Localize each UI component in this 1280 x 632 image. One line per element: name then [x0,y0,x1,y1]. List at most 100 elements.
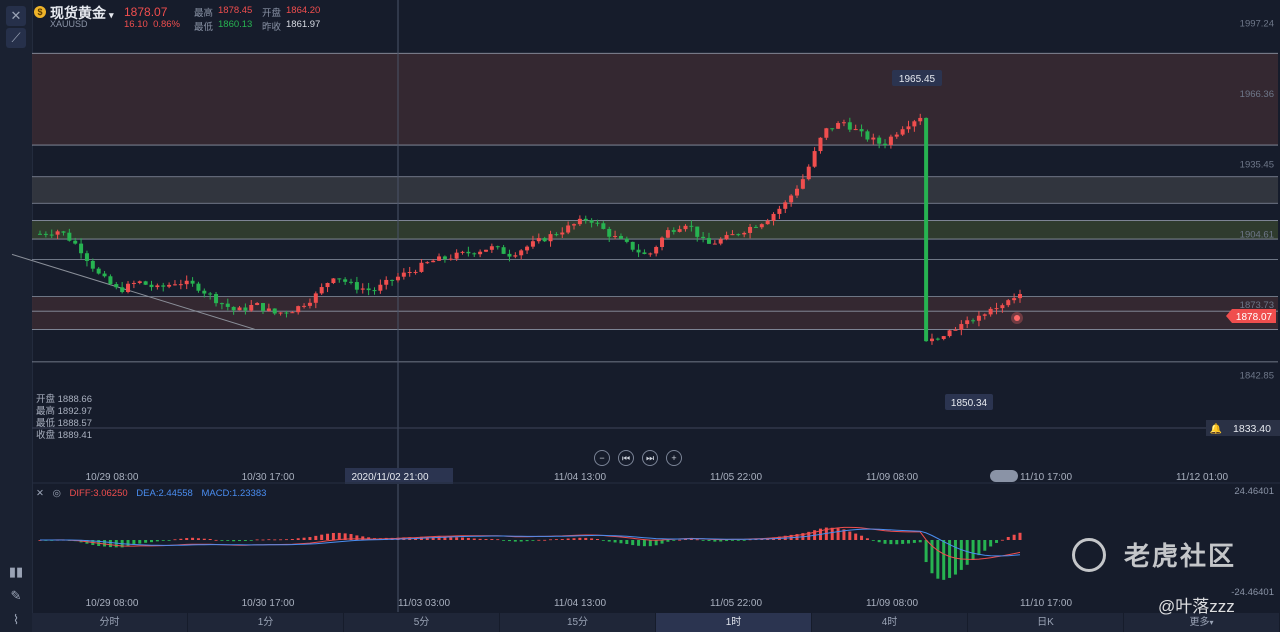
skip-back-icon[interactable]: ⏮ [618,450,634,466]
macd-bar [736,540,740,541]
macd-bar [631,540,635,546]
time-tick-label: 11/10 17:00 [1020,472,1073,483]
candle-body [214,294,219,304]
candle-body [759,224,764,228]
macd-bar [466,537,470,540]
macd-bar [167,540,171,541]
macd-bar [472,538,476,540]
candle-body [566,225,571,233]
candle-body [407,271,412,273]
tf-intraday[interactable]: 分时 [32,613,188,632]
macd-bar [748,539,752,541]
price-axis: 1997.24 1966.36 1935.45 1904.61 1873.73 1842.… [1240,18,1274,381]
candle-body [976,315,981,321]
macd-bar [889,540,893,545]
alert-price-label: 1833.40 [1233,423,1271,435]
candle-body [665,230,670,238]
candle-body [360,288,365,290]
macd-bar [161,540,165,541]
gold-coin-icon: $ [34,6,46,18]
macd-bar [302,537,306,540]
tf-15min[interactable]: 15分 [500,613,656,632]
chart-type-icon[interactable]: ⌇ [12,612,20,627]
candle-body [131,282,136,284]
macd-bar [730,540,734,541]
tf-daily[interactable]: 日K [968,613,1124,632]
candle-body [865,131,870,140]
macd-time-tick-label: 11/05 22:00 [710,598,763,609]
tf-5min[interactable]: 5分 [344,613,500,632]
macd-bar [290,539,294,540]
candle-body [994,308,999,310]
macd-bar [144,540,148,543]
indicator-icon[interactable]: ▮▮ [8,564,24,579]
macd-time-axis: 10/29 08:00 10/30 17:00 11/03 03:00 11/04 1… [86,598,1073,609]
macd-bar [566,538,570,540]
price-tick-label: 1935.45 [1240,159,1274,170]
instrument-title[interactable]: 现货黄金 ▾ [50,5,114,21]
tf-4h[interactable]: 4时 [812,613,968,632]
candle-body [795,188,800,196]
macd-bar [836,528,840,540]
macd-bar [871,540,875,541]
candle-body [149,284,154,288]
candle-body [401,272,406,277]
macd-bar [549,539,553,541]
pen-icon[interactable]: ✎ [10,588,22,603]
macd-bar [455,537,459,540]
candle-body [489,246,494,250]
candle-body [372,290,377,292]
candle-body [583,218,588,221]
macd-bar [560,539,564,540]
macd-bar [537,539,541,541]
macd-bar [496,539,500,541]
candle-body [906,126,911,130]
candle-body [953,329,958,331]
low-marker-label: 1850.34 [951,398,988,409]
candle-body [888,136,893,145]
macd-bar [707,540,711,542]
macd-bar [648,540,652,547]
prev-close-label: 昨收 [262,22,282,33]
candle-body [155,285,160,288]
candle-body [255,303,260,305]
skip-forward-icon[interactable]: ⏭ [642,450,658,466]
macd-bar [331,532,335,540]
candle-body [883,143,888,145]
zoom-in-icon[interactable]: + [666,450,682,466]
tf-1min[interactable]: 1分 [188,613,344,632]
macd-bar [208,539,212,540]
macd-bar [672,540,676,541]
candle-body [243,307,248,311]
macd-bar [214,539,218,541]
macd-time-tick-label: 10/30 17:00 [242,598,295,609]
draw-line-icon[interactable]: ⟋ [6,28,26,48]
macd-bar [261,539,265,541]
macd-bar [936,540,940,579]
macd-bar [666,540,670,542]
macd-bar [531,540,535,541]
macd-bar [584,537,588,540]
settings-icon[interactable]: ◎ [52,488,61,499]
zoom-out-icon[interactable]: − [594,450,610,466]
candle-body [800,179,805,189]
candle-body [607,228,612,237]
candle-body [337,278,342,280]
candle-body [554,234,559,236]
macd-bar [637,540,641,546]
candle-body [618,235,623,239]
candle-body [79,243,84,254]
macd-bar [607,540,611,542]
chevron-down-icon[interactable]: ▾ [109,10,114,20]
close-icon[interactable]: ✕ [36,488,44,499]
macd-bar [138,540,142,544]
candle-body [390,279,395,281]
candle-body [290,312,295,314]
candle-body [137,281,142,283]
macd-bar [202,538,206,540]
candle-body [965,320,970,325]
tf-1h[interactable]: 1时 [656,613,812,632]
close-icon[interactable]: ✕ [6,6,26,26]
candle-body [536,238,541,242]
